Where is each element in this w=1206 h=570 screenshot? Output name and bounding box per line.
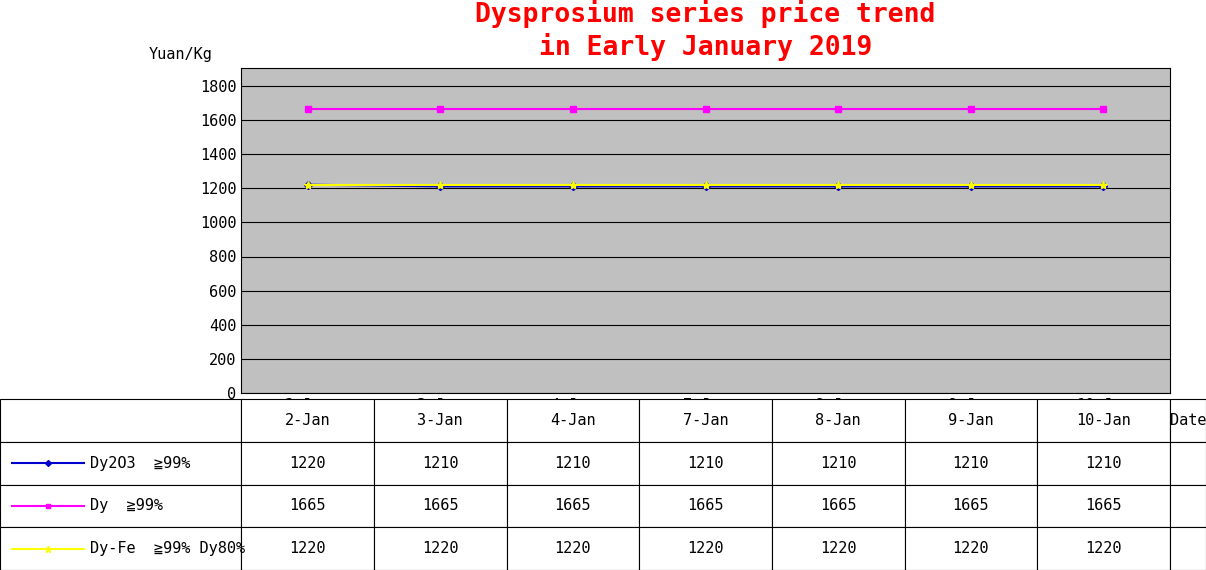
Bar [507,527,639,570]
Text: 3-Jan: 3-Jan [417,413,463,428]
Text: 10-Jan: 10-Jan [1076,413,1131,428]
Text: 1210: 1210 [555,455,591,471]
Bar [374,442,507,484]
Bar [0,527,241,570]
Bar [0,442,241,484]
Text: 1220: 1220 [1085,541,1122,556]
Bar [241,527,374,570]
Bar [772,527,904,570]
Text: Dy-Fe  ≧99% Dy80%: Dy-Fe ≧99% Dy80% [90,541,246,556]
Text: 7-Jan: 7-Jan [683,413,728,428]
Text: 1220: 1220 [289,455,326,471]
Bar [374,527,507,570]
Bar [772,484,904,527]
Text: 9-Jan: 9-Jan [948,413,994,428]
Bar [374,484,507,527]
Text: 1220: 1220 [555,541,591,556]
Title: Dysprosium series price trend
in Early January 2019: Dysprosium series price trend in Early J… [475,0,936,60]
Bar [639,527,772,570]
Bar [241,442,374,484]
Bar [1037,399,1170,442]
Text: Yuan/Kg: Yuan/Kg [148,47,212,62]
Text: Dy  ≧99%: Dy ≧99% [90,498,164,514]
Text: Date: Date [1170,413,1206,428]
Bar [904,484,1037,527]
Text: 8-Jan: 8-Jan [815,413,861,428]
Bar [904,399,1037,442]
Text: 1665: 1665 [289,498,326,514]
Text: 1220: 1220 [953,541,989,556]
Text: 1210: 1210 [1085,455,1122,471]
Text: 1665: 1665 [1085,498,1122,514]
Bar [374,399,507,442]
Bar [0,399,241,442]
Bar [1037,527,1170,570]
Text: 1665: 1665 [687,498,724,514]
Text: 1210: 1210 [422,455,458,471]
Text: 1210: 1210 [687,455,724,471]
Bar [0,484,241,527]
Text: 1220: 1220 [687,541,724,556]
Text: 1665: 1665 [555,498,591,514]
Text: 4-Jan: 4-Jan [550,413,596,428]
Bar [1170,399,1206,442]
Bar [639,399,772,442]
Bar [639,484,772,527]
Bar [1170,484,1206,527]
Text: 1665: 1665 [953,498,989,514]
Bar [507,484,639,527]
Bar [1037,484,1170,527]
Bar [639,442,772,484]
Bar [507,399,639,442]
Bar [904,527,1037,570]
Bar [507,442,639,484]
Text: 1220: 1220 [422,541,458,556]
Text: 1665: 1665 [820,498,856,514]
Bar [1037,442,1170,484]
Bar [1170,442,1206,484]
Bar [772,442,904,484]
Bar [241,399,374,442]
Bar [1170,527,1206,570]
Text: 1220: 1220 [289,541,326,556]
Text: 2-Jan: 2-Jan [285,413,330,428]
Text: 1665: 1665 [422,498,458,514]
Bar [772,399,904,442]
Text: Dy2O3  ≧99%: Dy2O3 ≧99% [90,455,191,471]
Bar [241,484,374,527]
Text: Date: Date [1179,404,1206,419]
Text: 1220: 1220 [820,541,856,556]
Text: 1210: 1210 [953,455,989,471]
Bar [904,442,1037,484]
Text: 1210: 1210 [820,455,856,471]
